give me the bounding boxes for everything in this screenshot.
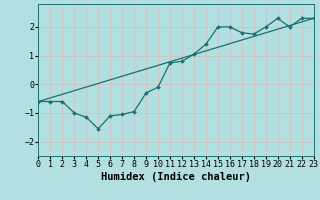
X-axis label: Humidex (Indice chaleur): Humidex (Indice chaleur) (101, 172, 251, 182)
